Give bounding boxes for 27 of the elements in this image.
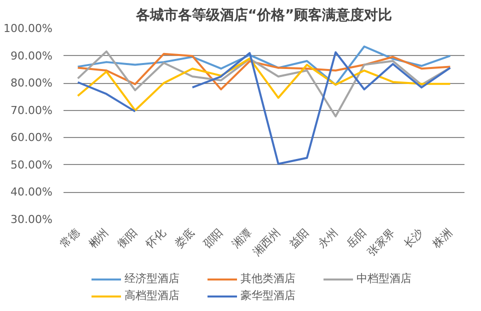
legend-label: 中档型酒店 bbox=[356, 271, 412, 286]
legend-label: 其他类酒店 bbox=[240, 271, 296, 286]
y-tick-label: 80.00% bbox=[10, 76, 53, 90]
x-tick-label: 长沙 bbox=[401, 226, 426, 251]
x-tick-label: 郴州 bbox=[86, 226, 112, 251]
y-tick-label: 40.00% bbox=[10, 186, 53, 199]
legend-label: 经济型酒店 bbox=[124, 271, 180, 286]
y-tick-label: 100.00% bbox=[4, 22, 53, 35]
line-series bbox=[76, 58, 452, 112]
x-tick-label: 株洲 bbox=[429, 226, 455, 252]
y-tick-label: 30.00% bbox=[10, 213, 53, 226]
chart-title: 各城市各等级酒店“价格”顾客满意度对比 bbox=[134, 6, 392, 24]
y-tick-label: 90.00% bbox=[10, 49, 53, 62]
y-tick-label: 70.00% bbox=[10, 104, 53, 117]
x-tick-label: 衡阳 bbox=[114, 226, 140, 251]
x-tick-label: 娄底 bbox=[172, 226, 197, 251]
y-tick-label: 60.00% bbox=[10, 131, 53, 144]
y-tick-label: 50.00% bbox=[10, 158, 53, 172]
x-tick-label: 永州 bbox=[315, 226, 340, 251]
legend-label: 高档型酒店 bbox=[124, 288, 180, 303]
x-tick-label: 常德 bbox=[58, 226, 82, 251]
x-tick-label: 怀化 bbox=[142, 226, 168, 252]
legend-label: 豪华型酒店 bbox=[240, 288, 296, 303]
line-series bbox=[76, 46, 452, 86]
x-tick-label: 益阳 bbox=[286, 226, 312, 251]
line-series bbox=[76, 52, 452, 90]
x-tick-label: 邵阳 bbox=[200, 226, 226, 251]
